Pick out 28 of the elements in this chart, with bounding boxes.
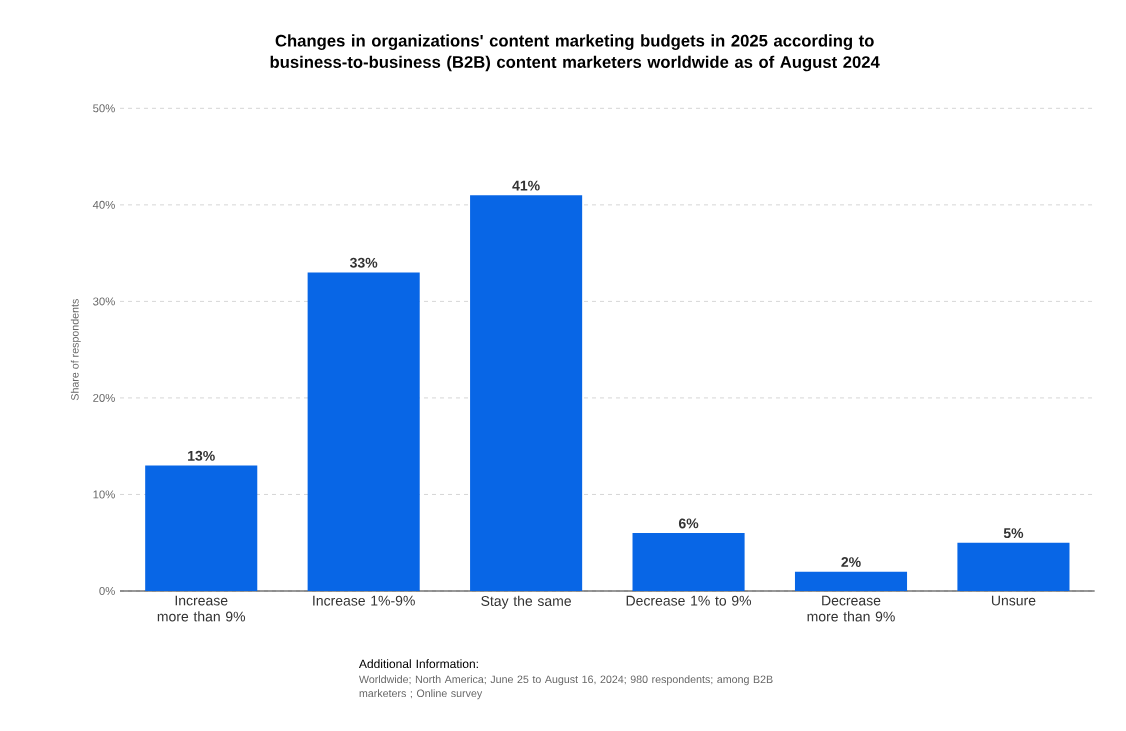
x-tick-label: Stay the same xyxy=(481,595,571,609)
bar xyxy=(794,571,908,591)
data-label: 13% xyxy=(188,450,215,461)
x-tick-label: Increase more than 9% xyxy=(157,595,246,622)
x-tick-label: Unsure xyxy=(991,595,1036,606)
text: Worldwide; North America; June 25 to August 16, 2024; 980 respondents; among B2B marketers ; Online survey xyxy=(358,675,773,700)
data-label: 6% xyxy=(678,518,699,529)
data-label: 2% xyxy=(841,557,861,567)
y-tick-label: 30% xyxy=(93,297,115,306)
bar xyxy=(470,195,583,591)
bar xyxy=(957,542,1070,591)
y-tick-label: 40% xyxy=(92,200,115,209)
y-tick-label: 10% xyxy=(93,490,115,499)
bar xyxy=(145,465,258,591)
x-tick-label: Decrease 1% to 9% xyxy=(626,595,752,606)
y-tick-label: 20% xyxy=(93,393,115,402)
bar xyxy=(632,533,745,591)
x-tick-label: Decrease more than 9% xyxy=(807,595,895,622)
y-tick-label: 50% xyxy=(93,104,115,113)
bar xyxy=(307,272,420,591)
x-tick-label: Increase 1%-9% xyxy=(313,595,415,606)
data-label: 33% xyxy=(349,257,378,268)
y-axis-title: Share of respondents xyxy=(70,299,81,401)
text: Additional Information: xyxy=(358,659,478,669)
data-label: 41% xyxy=(512,180,540,191)
y-tick-label: 0% xyxy=(99,586,115,595)
data-label: 5% xyxy=(1003,528,1024,539)
chart-title: Changes in organizations' content marketing budgets in 2025 according to business-to-business (B2B) content marketers worldwide as of August 2024 xyxy=(270,34,880,72)
